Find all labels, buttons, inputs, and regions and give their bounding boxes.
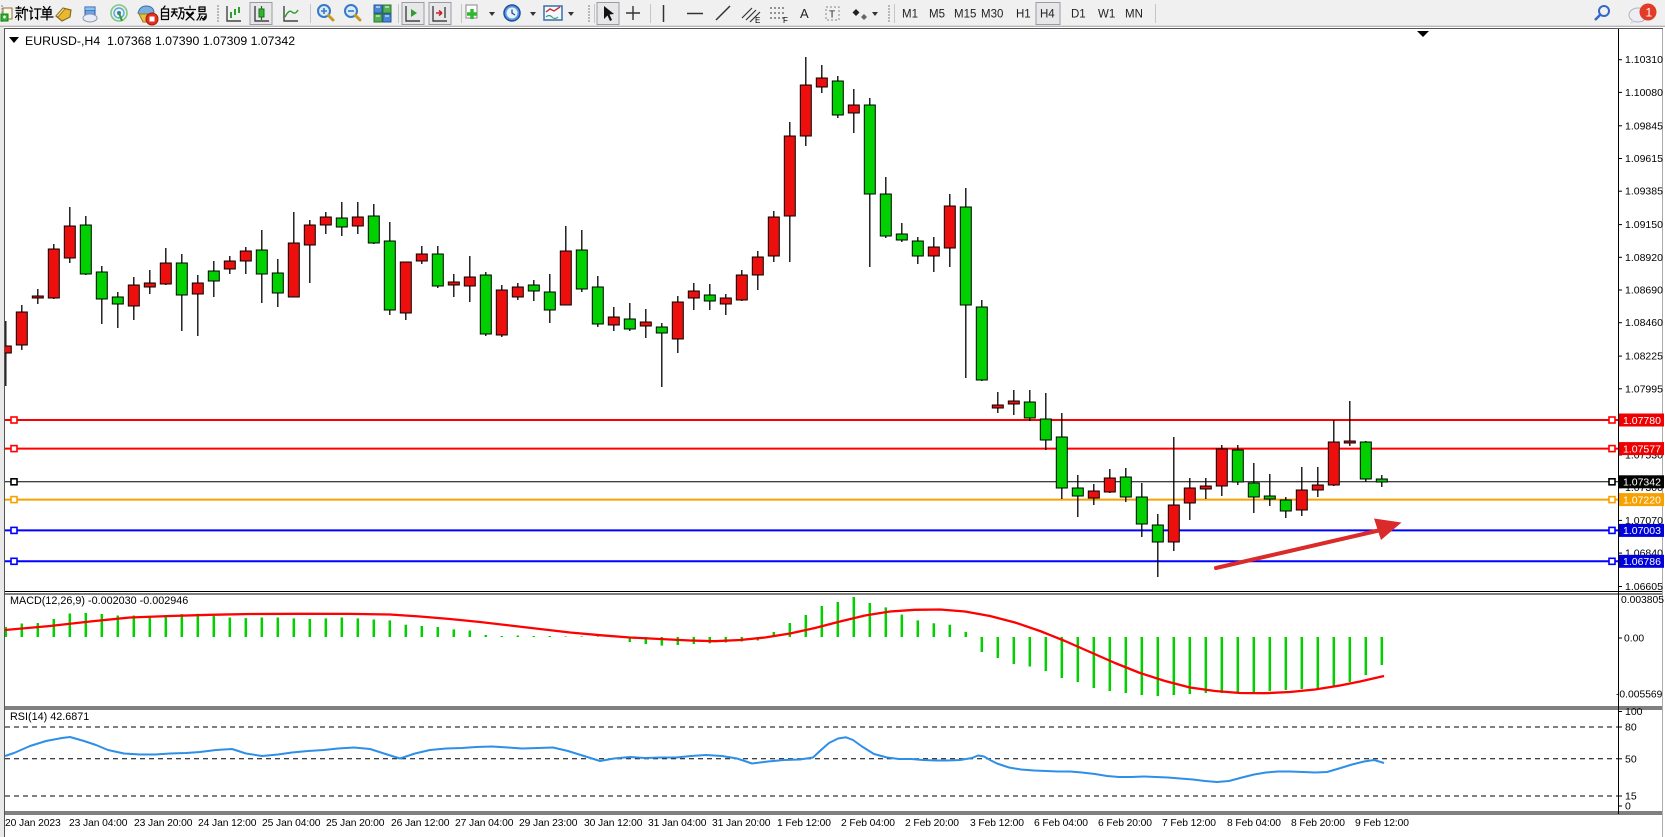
svg-text:23 Jan 04:00: 23 Jan 04:00 — [69, 818, 128, 829]
svg-text:EURUSD-,H4 1.07368 1.07390 1.: EURUSD-,H4 1.07368 1.07390 1.07309 1.073… — [25, 34, 295, 48]
svg-text:50: 50 — [1625, 753, 1637, 765]
svg-text:1.07995: 1.07995 — [1625, 383, 1663, 395]
svg-text:1.09845: 1.09845 — [1625, 120, 1663, 132]
svg-text:-0.005569: -0.005569 — [1616, 690, 1663, 701]
svg-text:23 Jan 20:00: 23 Jan 20:00 — [134, 818, 193, 829]
svg-text:27 Jan 04:00: 27 Jan 04:00 — [455, 818, 514, 829]
svg-text:1.08920: 1.08920 — [1625, 252, 1663, 264]
svg-text:6 Feb 04:00: 6 Feb 04:00 — [1034, 818, 1088, 829]
svg-text:9 Feb 12:00: 9 Feb 12:00 — [1355, 818, 1409, 829]
svg-text:M30: M30 — [981, 9, 1003, 21]
svg-text:1 Feb 12:00: 1 Feb 12:00 — [777, 818, 831, 829]
svg-text:3 Feb 12:00: 3 Feb 12:00 — [970, 818, 1024, 829]
svg-text:1.09385: 1.09385 — [1625, 186, 1663, 198]
svg-text:2 Feb 20:00: 2 Feb 20:00 — [905, 818, 959, 829]
svg-text:W1: W1 — [1098, 9, 1115, 21]
svg-text:E: E — [755, 16, 760, 25]
svg-text:1.10310: 1.10310 — [1625, 54, 1663, 66]
svg-text:24 Jan 12:00: 24 Jan 12:00 — [198, 818, 257, 829]
svg-text:29 Jan 23:00: 29 Jan 23:00 — [519, 818, 578, 829]
svg-text:31 Jan 20:00: 31 Jan 20:00 — [712, 818, 771, 829]
svg-text:MACD(12,26,9) -0.002030 -0.002: MACD(12,26,9) -0.002030 -0.002946 — [10, 595, 188, 607]
svg-text:1: 1 — [1646, 6, 1653, 20]
svg-text:1.07780: 1.07780 — [1623, 415, 1661, 427]
svg-text:1.07220: 1.07220 — [1623, 494, 1661, 506]
svg-text:1.08460: 1.08460 — [1625, 317, 1663, 329]
svg-text:M5: M5 — [929, 9, 945, 21]
svg-text:8 Feb 20:00: 8 Feb 20:00 — [1291, 818, 1345, 829]
svg-text:15: 15 — [1625, 791, 1637, 803]
svg-text:A: A — [800, 6, 809, 21]
svg-text:31 Jan 04:00: 31 Jan 04:00 — [648, 818, 707, 829]
svg-text:1.07342: 1.07342 — [1623, 477, 1661, 489]
svg-text:H4: H4 — [1040, 9, 1055, 21]
svg-text:D1: D1 — [1071, 9, 1086, 21]
svg-text:H1: H1 — [1016, 9, 1031, 21]
svg-text:M15: M15 — [954, 9, 976, 21]
svg-text:1.08690: 1.08690 — [1625, 285, 1663, 297]
svg-text:1.09150: 1.09150 — [1625, 219, 1663, 231]
svg-text:25 Jan 20:00: 25 Jan 20:00 — [326, 818, 385, 829]
svg-text:8 Feb 04:00: 8 Feb 04:00 — [1227, 818, 1281, 829]
svg-text:1.08225: 1.08225 — [1625, 351, 1663, 363]
svg-text:2 Feb 04:00: 2 Feb 04:00 — [841, 818, 895, 829]
svg-text:M1: M1 — [902, 9, 918, 21]
svg-text:30 Jan 12:00: 30 Jan 12:00 — [584, 818, 643, 829]
svg-text:1.10080: 1.10080 — [1625, 87, 1663, 99]
svg-text:20 Jan 2023: 20 Jan 2023 — [5, 818, 61, 829]
svg-text:T: T — [829, 10, 835, 21]
svg-text:MN: MN — [1125, 9, 1143, 21]
svg-text:1.06786: 1.06786 — [1623, 556, 1661, 568]
svg-text:6 Feb 20:00: 6 Feb 20:00 — [1098, 818, 1152, 829]
svg-text:0.00: 0.00 — [1624, 634, 1644, 645]
svg-text:7 Feb 12:00: 7 Feb 12:00 — [1162, 818, 1216, 829]
svg-text:0.003805: 0.003805 — [1621, 595, 1664, 606]
svg-text:RSI(14) 42.6871: RSI(14) 42.6871 — [10, 711, 89, 723]
svg-text:1.07003: 1.07003 — [1623, 525, 1661, 537]
svg-text:26 Jan 12:00: 26 Jan 12:00 — [391, 818, 450, 829]
svg-text:80: 80 — [1625, 722, 1637, 734]
svg-text:25 Jan 04:00: 25 Jan 04:00 — [262, 818, 321, 829]
svg-text:0: 0 — [1625, 801, 1631, 813]
svg-text:F: F — [783, 16, 788, 25]
svg-text:1.09615: 1.09615 — [1625, 153, 1663, 165]
svg-text:1.07577: 1.07577 — [1623, 443, 1661, 455]
svg-text:1.06605: 1.06605 — [1625, 581, 1663, 593]
svg-text:100: 100 — [1625, 706, 1643, 718]
